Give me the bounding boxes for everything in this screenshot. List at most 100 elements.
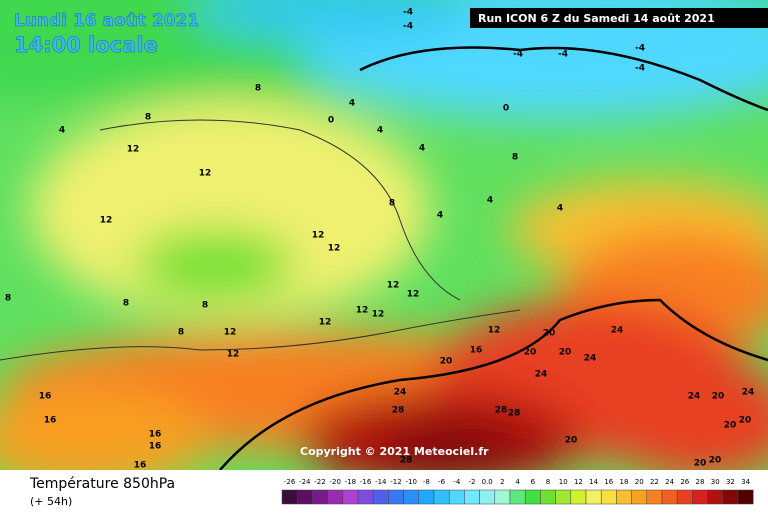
contour-label: 24 — [584, 354, 597, 364]
contour-label: -4 — [635, 64, 645, 74]
contour-label: 20 — [524, 348, 537, 358]
contour-label: -4 — [635, 44, 645, 54]
contour-label: 20 — [709, 456, 722, 466]
scale-swatch — [448, 489, 465, 505]
contour-label: 12 — [227, 350, 240, 360]
run-box — [470, 8, 768, 28]
scale-swatch — [616, 489, 632, 505]
scale-label: 30 — [711, 478, 720, 486]
contour-label: 24 — [742, 388, 755, 398]
scale-label: 8 — [546, 478, 550, 486]
scale-swatch — [312, 489, 328, 505]
contour-label: 12 — [356, 306, 369, 316]
scale-label: 16 — [604, 478, 613, 486]
scale-swatch — [722, 489, 739, 505]
contour-label: 12 — [387, 281, 400, 291]
scale-swatch — [707, 489, 724, 505]
contour-label: 20 — [739, 416, 752, 426]
scale-swatch — [357, 489, 374, 505]
scale-label: 32 — [726, 478, 735, 486]
contour-label: 12 — [328, 244, 341, 254]
contour-label: 4 — [437, 211, 443, 221]
contour-label: 4 — [419, 144, 425, 154]
scale-swatch — [646, 489, 663, 505]
scale-label: 18 — [620, 478, 629, 486]
scale-swatch — [570, 489, 587, 505]
scale-label: -18 — [345, 478, 356, 486]
contour-label: 12 — [224, 328, 237, 338]
scale-swatch — [479, 489, 496, 505]
contour-label: 8 — [202, 301, 208, 311]
scale-label: -10 — [405, 478, 416, 486]
scale-label: 22 — [650, 478, 659, 486]
contour-label: 24 — [535, 370, 548, 380]
scale-swatch — [585, 489, 602, 505]
time: 14:00 locale — [14, 33, 158, 57]
contour-label: 4 — [487, 196, 493, 206]
contour-label: 16 — [134, 461, 147, 471]
scale-label: -12 — [390, 478, 401, 486]
scale-swatch — [281, 489, 298, 505]
contour-label: -4 — [403, 8, 413, 18]
contour-label: -4 — [403, 22, 413, 32]
scale-label: 2 — [500, 478, 504, 486]
contour-label: 12 — [407, 290, 420, 300]
contour-label: 12 — [319, 318, 332, 328]
contour-label: 4 — [349, 99, 355, 109]
scale-label: 34 — [741, 478, 750, 486]
contour-label: 16 — [39, 392, 52, 402]
color-scale: -26 -24 -22 -20 -18 -16 -14 -12 -10 -8 -6 -4 -2 0.0 2 4… — [281, 478, 754, 505]
temperature-field — [0, 0, 768, 470]
copyright: Copyright © 2021 Meteociel.fr — [300, 445, 489, 458]
scale-label: 20 — [635, 478, 644, 486]
contour-label: 28 — [400, 456, 413, 466]
contour-label: -4 — [513, 50, 523, 60]
contour-label: 16 — [149, 442, 162, 452]
scale-swatch — [494, 489, 511, 505]
contour-label: 24 — [394, 388, 407, 398]
scale-label: 6 — [531, 478, 536, 486]
contour-label: 12 — [199, 169, 212, 179]
contour-label: 12 — [100, 216, 113, 226]
scale-label: -24 — [299, 478, 311, 486]
contour-label: 8 — [178, 328, 184, 338]
contour-label: 12 — [372, 310, 385, 320]
scale-swatch — [418, 489, 435, 505]
scale-label: -6 — [438, 478, 446, 486]
scale-label: 28 — [696, 478, 705, 486]
scale-swatch — [631, 489, 648, 505]
scale-swatch — [676, 489, 693, 505]
contour-label: 20 — [565, 436, 578, 446]
scale-label: -22 — [314, 478, 325, 486]
scale-label: 14 — [589, 478, 598, 486]
contour-label: 20 — [694, 459, 707, 469]
scale-label: 24 — [665, 478, 674, 486]
contour-label: 24 — [611, 326, 624, 336]
scale-swatch — [524, 489, 541, 505]
scale-label: 4 — [515, 478, 520, 486]
contour-label: 8 — [512, 153, 518, 163]
contour-label: 12 — [127, 145, 140, 155]
scale-swatch — [509, 489, 526, 505]
contour-label: 8 — [145, 113, 151, 123]
contour-label: 20 — [543, 329, 556, 339]
scale-swatch — [327, 489, 344, 505]
contour-label: 16 — [149, 430, 162, 440]
contour-label: 8 — [255, 84, 261, 94]
footer-title: Température 850hPa — [29, 476, 175, 492]
contour-label: 0 — [503, 104, 509, 114]
contour-label: 28 — [392, 406, 405, 416]
run: Run ICON 6 Z du Samedi 14 août 2021 — [478, 12, 715, 25]
contour-label: 0 — [328, 116, 334, 126]
contour-label: 20 — [724, 421, 737, 431]
scale-label: -2 — [469, 478, 476, 486]
contour-label: 24 — [688, 392, 701, 402]
scale-swatch — [403, 489, 420, 505]
contour-label: 20 — [559, 348, 572, 358]
scale-swatch — [555, 489, 572, 505]
scale-label: -4 — [453, 478, 461, 486]
contour-label: 4 — [557, 204, 563, 214]
contour-label: 16 — [44, 416, 57, 426]
